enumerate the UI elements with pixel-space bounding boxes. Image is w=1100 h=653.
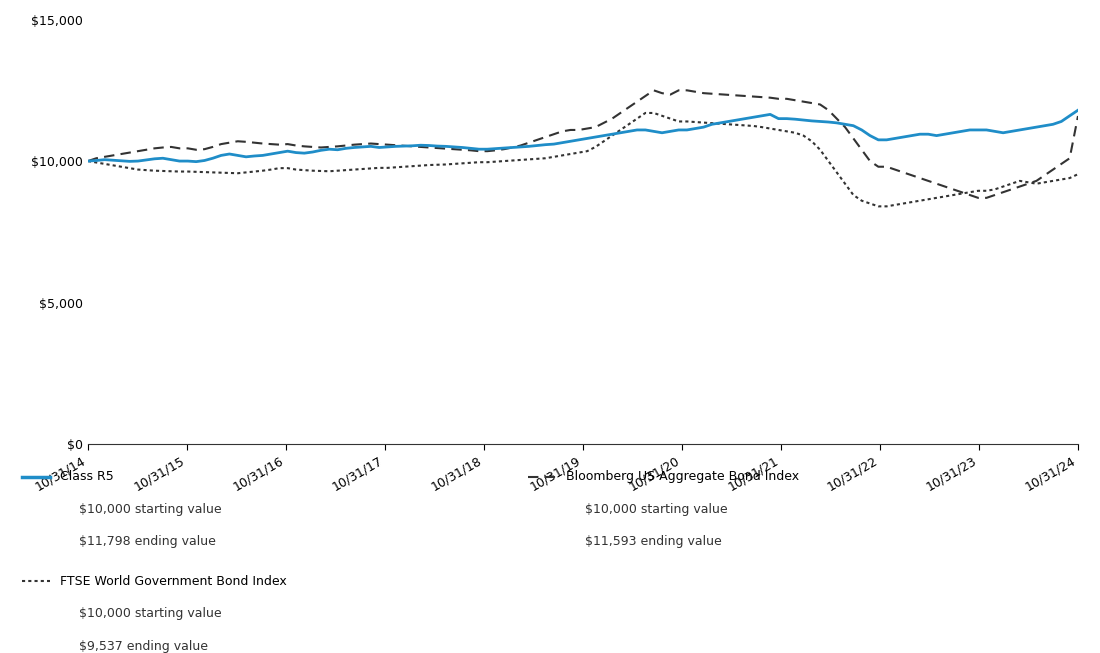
Text: $10,000 starting value: $10,000 starting value [585,503,728,516]
Text: $11,798 ending value: $11,798 ending value [79,535,216,549]
Text: $10,000 starting value: $10,000 starting value [79,607,222,620]
Text: FTSE World Government Bond Index: FTSE World Government Bond Index [60,575,287,588]
Text: Bloomberg US Aggregate Bond Index: Bloomberg US Aggregate Bond Index [566,470,800,483]
Text: $9,537 ending value: $9,537 ending value [79,640,208,653]
Text: $10,000 starting value: $10,000 starting value [79,503,222,516]
Text: Class R5: Class R5 [60,470,114,483]
Text: $11,593 ending value: $11,593 ending value [585,535,722,549]
